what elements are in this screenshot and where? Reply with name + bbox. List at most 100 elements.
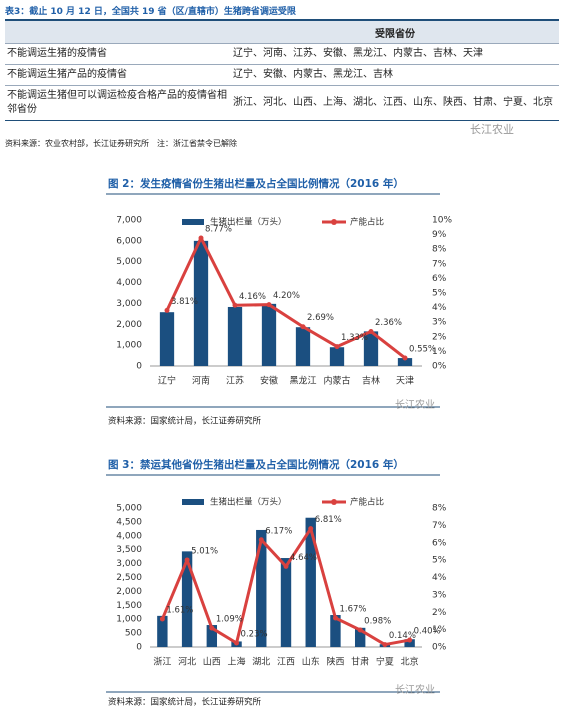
y-tick-label: 500 <box>125 629 142 639</box>
watermark: 长江农业 <box>470 123 514 136</box>
y2-tick-label: 4% <box>432 303 447 313</box>
chart-source: 资料来源：国家统计局，长江证券研究所 <box>108 416 262 427</box>
bar <box>330 615 341 647</box>
line-point <box>283 563 289 569</box>
cell: 浙江、河北、山西、上海、湖北、江西、山东、陕西、甘肃、宁夏、北京 <box>231 85 559 121</box>
legend-marker <box>331 499 337 505</box>
y-tick-label: 3,500 <box>116 545 142 555</box>
y2-tick-label: 1% <box>432 625 447 635</box>
line-point <box>198 235 204 241</box>
bar <box>295 327 311 366</box>
y2-tick-label: 3% <box>432 590 447 600</box>
x-tick-label: 天津 <box>396 376 414 387</box>
y-tick-label: 5,000 <box>116 504 142 514</box>
bar <box>329 347 345 366</box>
x-tick-label: 黑龙江 <box>289 375 316 387</box>
y-tick-label: 3,000 <box>116 559 142 569</box>
data-label: 0.14% <box>389 631 416 641</box>
line-point <box>332 615 338 621</box>
y-tick-label: 1,500 <box>116 601 142 611</box>
line-point <box>300 324 306 330</box>
data-label: 3.81% <box>171 297 198 307</box>
y2-tick-label: 3% <box>432 318 447 328</box>
line-point <box>382 642 388 648</box>
y-tick-label: 2,500 <box>116 573 142 583</box>
data-label: 4.64% <box>290 553 317 563</box>
cell: 辽宁、安徽、内蒙古、黑龙江、吉林 <box>231 64 559 86</box>
line-point <box>234 640 240 646</box>
bar <box>227 306 243 366</box>
x-tick-label: 江苏 <box>226 375 244 387</box>
line-point <box>184 557 190 563</box>
y-tick-label: 4,000 <box>116 278 142 288</box>
y2-tick-label: 8% <box>432 504 447 514</box>
data-label: 6.17% <box>265 526 292 536</box>
chart-source: 资料来源：国家统计局，长江证券研究所 <box>108 697 262 708</box>
y2-tick-label: 0% <box>432 643 447 653</box>
row: 不能调运生猪的疫情省 辽宁、河南、江苏、安徽、黑龙江、内蒙古、吉林、天津 <box>5 43 559 65</box>
data-label: 4.16% <box>239 292 266 302</box>
x-tick-label: 甘肃 <box>351 656 369 668</box>
row: 不能调运生猪产品的疫情省 辽宁、安徽、内蒙古、黑龙江、吉林 <box>5 64 559 86</box>
bar <box>193 240 209 366</box>
line-point <box>266 302 272 308</box>
chart-title: 图 2：发生疫情省份生猪出栏量及占全国比例情况（2016 年） <box>108 177 404 190</box>
y-tick-label: 1,000 <box>116 341 142 351</box>
data-label: 0.23% <box>241 630 268 640</box>
y2-tick-label: 10% <box>432 216 452 226</box>
bar <box>280 558 292 647</box>
legend-swatch <box>182 219 204 225</box>
bar <box>157 615 168 647</box>
cell: 辽宁、河南、江苏、安徽、黑龙江、内蒙古、吉林、天津 <box>231 43 559 65</box>
y2-tick-label: 9% <box>432 230 447 240</box>
y-tick-label: 4,500 <box>116 517 142 527</box>
line-point <box>407 637 413 643</box>
data-label: 4.20% <box>273 291 300 301</box>
bar <box>363 331 379 366</box>
table-source: 资料来源：农业农村部，长江证券研究所 注：浙江省禁令已解除 <box>5 138 237 149</box>
bar <box>159 312 175 366</box>
header-cell <box>5 20 231 44</box>
y-tick-label: 2,000 <box>116 320 142 330</box>
y2-tick-label: 8% <box>432 245 447 255</box>
table: 受限省份 不能调运生猪的疫情省 辽宁、河南、江苏、安徽、黑龙江、内蒙古、吉林、天津… <box>5 19 559 121</box>
y2-tick-label: 4% <box>432 573 447 583</box>
bar <box>181 551 193 647</box>
x-tick-label: 浙江 <box>153 656 171 668</box>
cell: 不能调运生猪产品的疫情省 <box>5 64 231 86</box>
cell: 不能调运生猪的疫情省 <box>5 43 231 65</box>
x-tick-label: 河北 <box>178 656 196 668</box>
line-point <box>258 537 264 543</box>
data-label: 5.01% <box>191 546 218 556</box>
row: 不能调运生猪但可以调运检疫合格产品的疫情省相邻省份 浙江、河北、山西、上海、湖北、… <box>5 85 559 121</box>
y2-tick-label: 2% <box>432 332 447 342</box>
note: 注：浙江省禁令已解除 <box>157 139 237 148</box>
y-tick-label: 6,000 <box>116 236 142 246</box>
bar <box>256 529 267 647</box>
y-tick-label: 3,000 <box>116 299 142 309</box>
y2-tick-label: 6% <box>432 274 447 284</box>
watermark: 长江农业 <box>395 398 435 411</box>
header-cell: 受限省份 <box>231 20 559 44</box>
line-point <box>159 616 165 622</box>
x-tick-label: 安徽 <box>260 375 278 387</box>
x-tick-label: 山西 <box>203 657 221 668</box>
data-label: 2.69% <box>307 313 334 323</box>
line <box>165 236 407 360</box>
y2-tick-label: 7% <box>432 521 447 531</box>
x-tick-label: 陕西 <box>326 656 344 668</box>
bar <box>404 639 415 647</box>
y2-tick-label: 2% <box>432 608 447 618</box>
legend-marker <box>331 219 337 225</box>
line-point <box>164 307 170 313</box>
header-row: 受限省份 <box>5 20 559 44</box>
x-tick-label: 辽宁 <box>158 375 176 387</box>
data-label: 8.77% <box>205 224 232 234</box>
legend-swatch <box>182 499 204 505</box>
line-point <box>334 344 340 350</box>
table-title: 表3：截止 10 月 12 日，全国共 19 省（区/直辖市）生猪跨省调运受限 <box>5 7 296 17</box>
x-tick-label: 上海 <box>228 656 246 668</box>
y2-tick-label: 6% <box>432 538 447 548</box>
bar <box>206 625 218 647</box>
